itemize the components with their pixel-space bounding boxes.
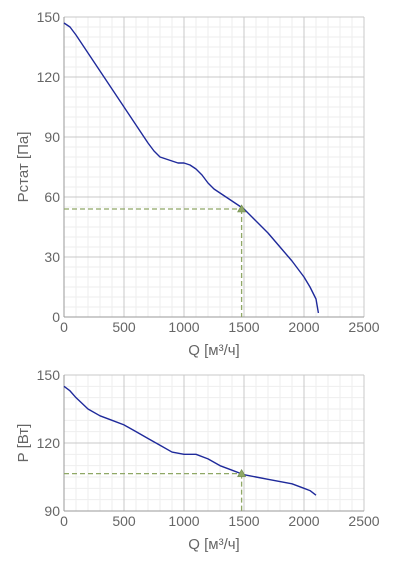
major-grid <box>63 374 365 512</box>
performance-curve <box>63 385 317 496</box>
operating-point-marker <box>237 468 247 477</box>
x-tick-label: 0 <box>60 513 68 529</box>
x-tick-label: 500 <box>112 319 136 335</box>
y-tick-label: 120 <box>37 69 61 85</box>
x-tick-label: 0 <box>60 319 68 335</box>
y-axis-title: P [Вт] <box>15 424 32 463</box>
x-tick-label: 2000 <box>288 513 319 529</box>
x-axis-title: Q [м³/ч] <box>188 342 239 359</box>
operating-point-guides <box>64 208 243 317</box>
performance-curve <box>63 22 320 314</box>
x-tick-label: 2500 <box>348 513 379 529</box>
power-chart: 0 500 1000 1500 2000 2500 90 120 150 Q [м³/ч] P [В… <box>15 367 380 553</box>
y-tick-label: 30 <box>44 249 60 265</box>
x-axis-title: Q [м³/ч] <box>188 536 239 553</box>
minor-grid <box>64 17 364 317</box>
x-tick-label: 1000 <box>168 319 199 335</box>
y-tick-label: 90 <box>44 503 60 519</box>
x-tick-label: 500 <box>112 513 136 529</box>
x-tick-label: 1500 <box>228 513 259 529</box>
y-tick-label: 120 <box>37 435 61 451</box>
y-tick-label: 150 <box>37 367 61 383</box>
y-tick-label: 90 <box>44 129 60 145</box>
x-tick-label: 1000 <box>168 513 199 529</box>
x-tick-label: 2000 <box>288 319 319 335</box>
operating-point-guides <box>64 472 243 511</box>
y-tick-labels: 90 120 150 <box>37 367 61 519</box>
y-tick-label: 0 <box>52 309 60 325</box>
y-tick-label: 150 <box>37 9 61 25</box>
y-tick-labels: 0 30 60 90 120 150 <box>37 9 61 325</box>
operating-point-marker <box>237 204 247 213</box>
y-axis-title: Pстат [Па] <box>15 132 32 203</box>
static-pressure-chart: 0 500 1000 1500 2000 2500 0 30 60 90 120 150 Q [м³/ч… <box>15 9 380 359</box>
x-tick-label: 1500 <box>228 319 259 335</box>
x-tick-label: 2500 <box>348 319 379 335</box>
x-tick-labels: 0 500 1000 1500 2000 2500 <box>60 319 380 335</box>
y-tick-label: 60 <box>44 189 60 205</box>
x-tick-labels: 0 500 1000 1500 2000 2500 <box>60 513 380 529</box>
